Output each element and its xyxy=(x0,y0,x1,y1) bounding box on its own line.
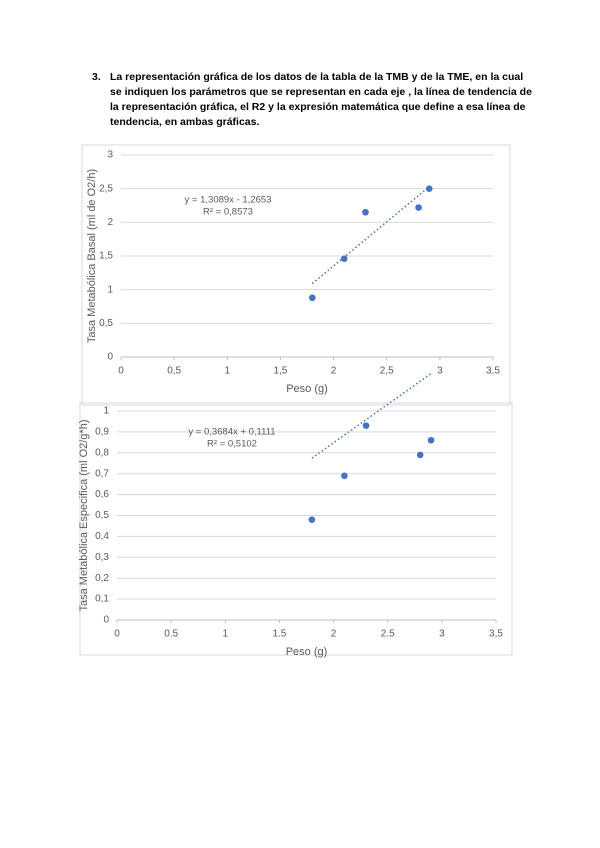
x-tick-label: 2 xyxy=(331,629,337,640)
x-tick-label: 0.5 xyxy=(164,629,178,640)
chart-frame xyxy=(81,144,511,406)
y-tick-label: 3 xyxy=(107,150,113,161)
y-axis-label: Tasa Metabólica Especifica (ml O2/g*h) xyxy=(78,420,90,612)
trendline xyxy=(311,186,430,285)
trendline-equation: y = 0,3684x + 0,1111 xyxy=(188,427,275,438)
trendline-equation: y = 1,3089x - 1,2653 xyxy=(185,195,272,206)
y-tick-label: 0,8 xyxy=(95,447,109,458)
data-point xyxy=(309,294,316,302)
x-tick-label: 2 xyxy=(331,366,337,377)
chart-frame xyxy=(79,402,513,656)
x-tick-label: 0,5 xyxy=(167,366,181,377)
x-tick-label: 0 xyxy=(118,366,124,377)
x-tick-label: 1 xyxy=(223,629,229,640)
y-tick-label: 1,5 xyxy=(99,251,113,262)
data-point xyxy=(340,255,348,262)
x-tick-label: 1,5 xyxy=(273,366,287,377)
x-tick-label: 0 xyxy=(114,629,120,640)
x-tick-label: 2,5 xyxy=(380,366,394,377)
x-tick-label: 3 xyxy=(437,366,443,377)
y-tick-label: 0,6 xyxy=(95,489,109,500)
y-tick-label: 0 xyxy=(103,615,109,626)
trendline-r2: R² = 0,8573 xyxy=(203,207,253,218)
y-tick-label: 0,2 xyxy=(95,573,109,584)
x-tick-label: 3,5 xyxy=(486,366,500,377)
x-tick-label: 3 xyxy=(439,629,445,640)
data-point xyxy=(362,422,370,429)
question: 3. La representación gráfica de los dato… xyxy=(92,70,532,130)
y-tick-label: 2,5 xyxy=(99,183,113,194)
trendline-r2: R² = 0,5102 xyxy=(207,439,257,450)
y-tick-label: 2 xyxy=(107,217,113,228)
x-axis-label: Peso (g) xyxy=(286,646,328,658)
y-tick-label: 0,4 xyxy=(95,531,109,542)
question-text: La representación gráfica de los datos d… xyxy=(110,71,532,128)
trendline xyxy=(311,372,432,459)
x-tick-label: 1 xyxy=(225,366,231,377)
x-axis-label: Peso (g) xyxy=(286,383,328,395)
data-point xyxy=(416,451,424,459)
data-point xyxy=(425,185,433,192)
data-point xyxy=(427,436,435,444)
x-tick-label: 3,5 xyxy=(489,629,503,640)
x-tick-label: 1.5 xyxy=(272,629,286,640)
y-tick-label: 1 xyxy=(107,284,113,295)
data-point xyxy=(362,208,369,216)
y-axis-label: Tasa Metabólica Basal (ml de O2/h) xyxy=(86,169,98,343)
y-tick-label: 0,3 xyxy=(95,552,109,563)
data-point xyxy=(308,516,316,523)
y-tick-label: 0,5 xyxy=(99,318,113,329)
y-tick-label: 0,9 xyxy=(95,427,109,438)
x-tick-label: 2.5 xyxy=(381,629,395,640)
y-tick-label: 0,1 xyxy=(95,594,109,605)
y-tick-label: 1 xyxy=(103,406,109,417)
data-point xyxy=(415,204,422,211)
y-tick-label: 0 xyxy=(107,352,113,363)
y-tick-label: 0,7 xyxy=(95,468,109,479)
question-number: 3. xyxy=(92,71,101,83)
y-tick-label: 0,5 xyxy=(95,510,109,521)
data-point xyxy=(341,472,348,480)
